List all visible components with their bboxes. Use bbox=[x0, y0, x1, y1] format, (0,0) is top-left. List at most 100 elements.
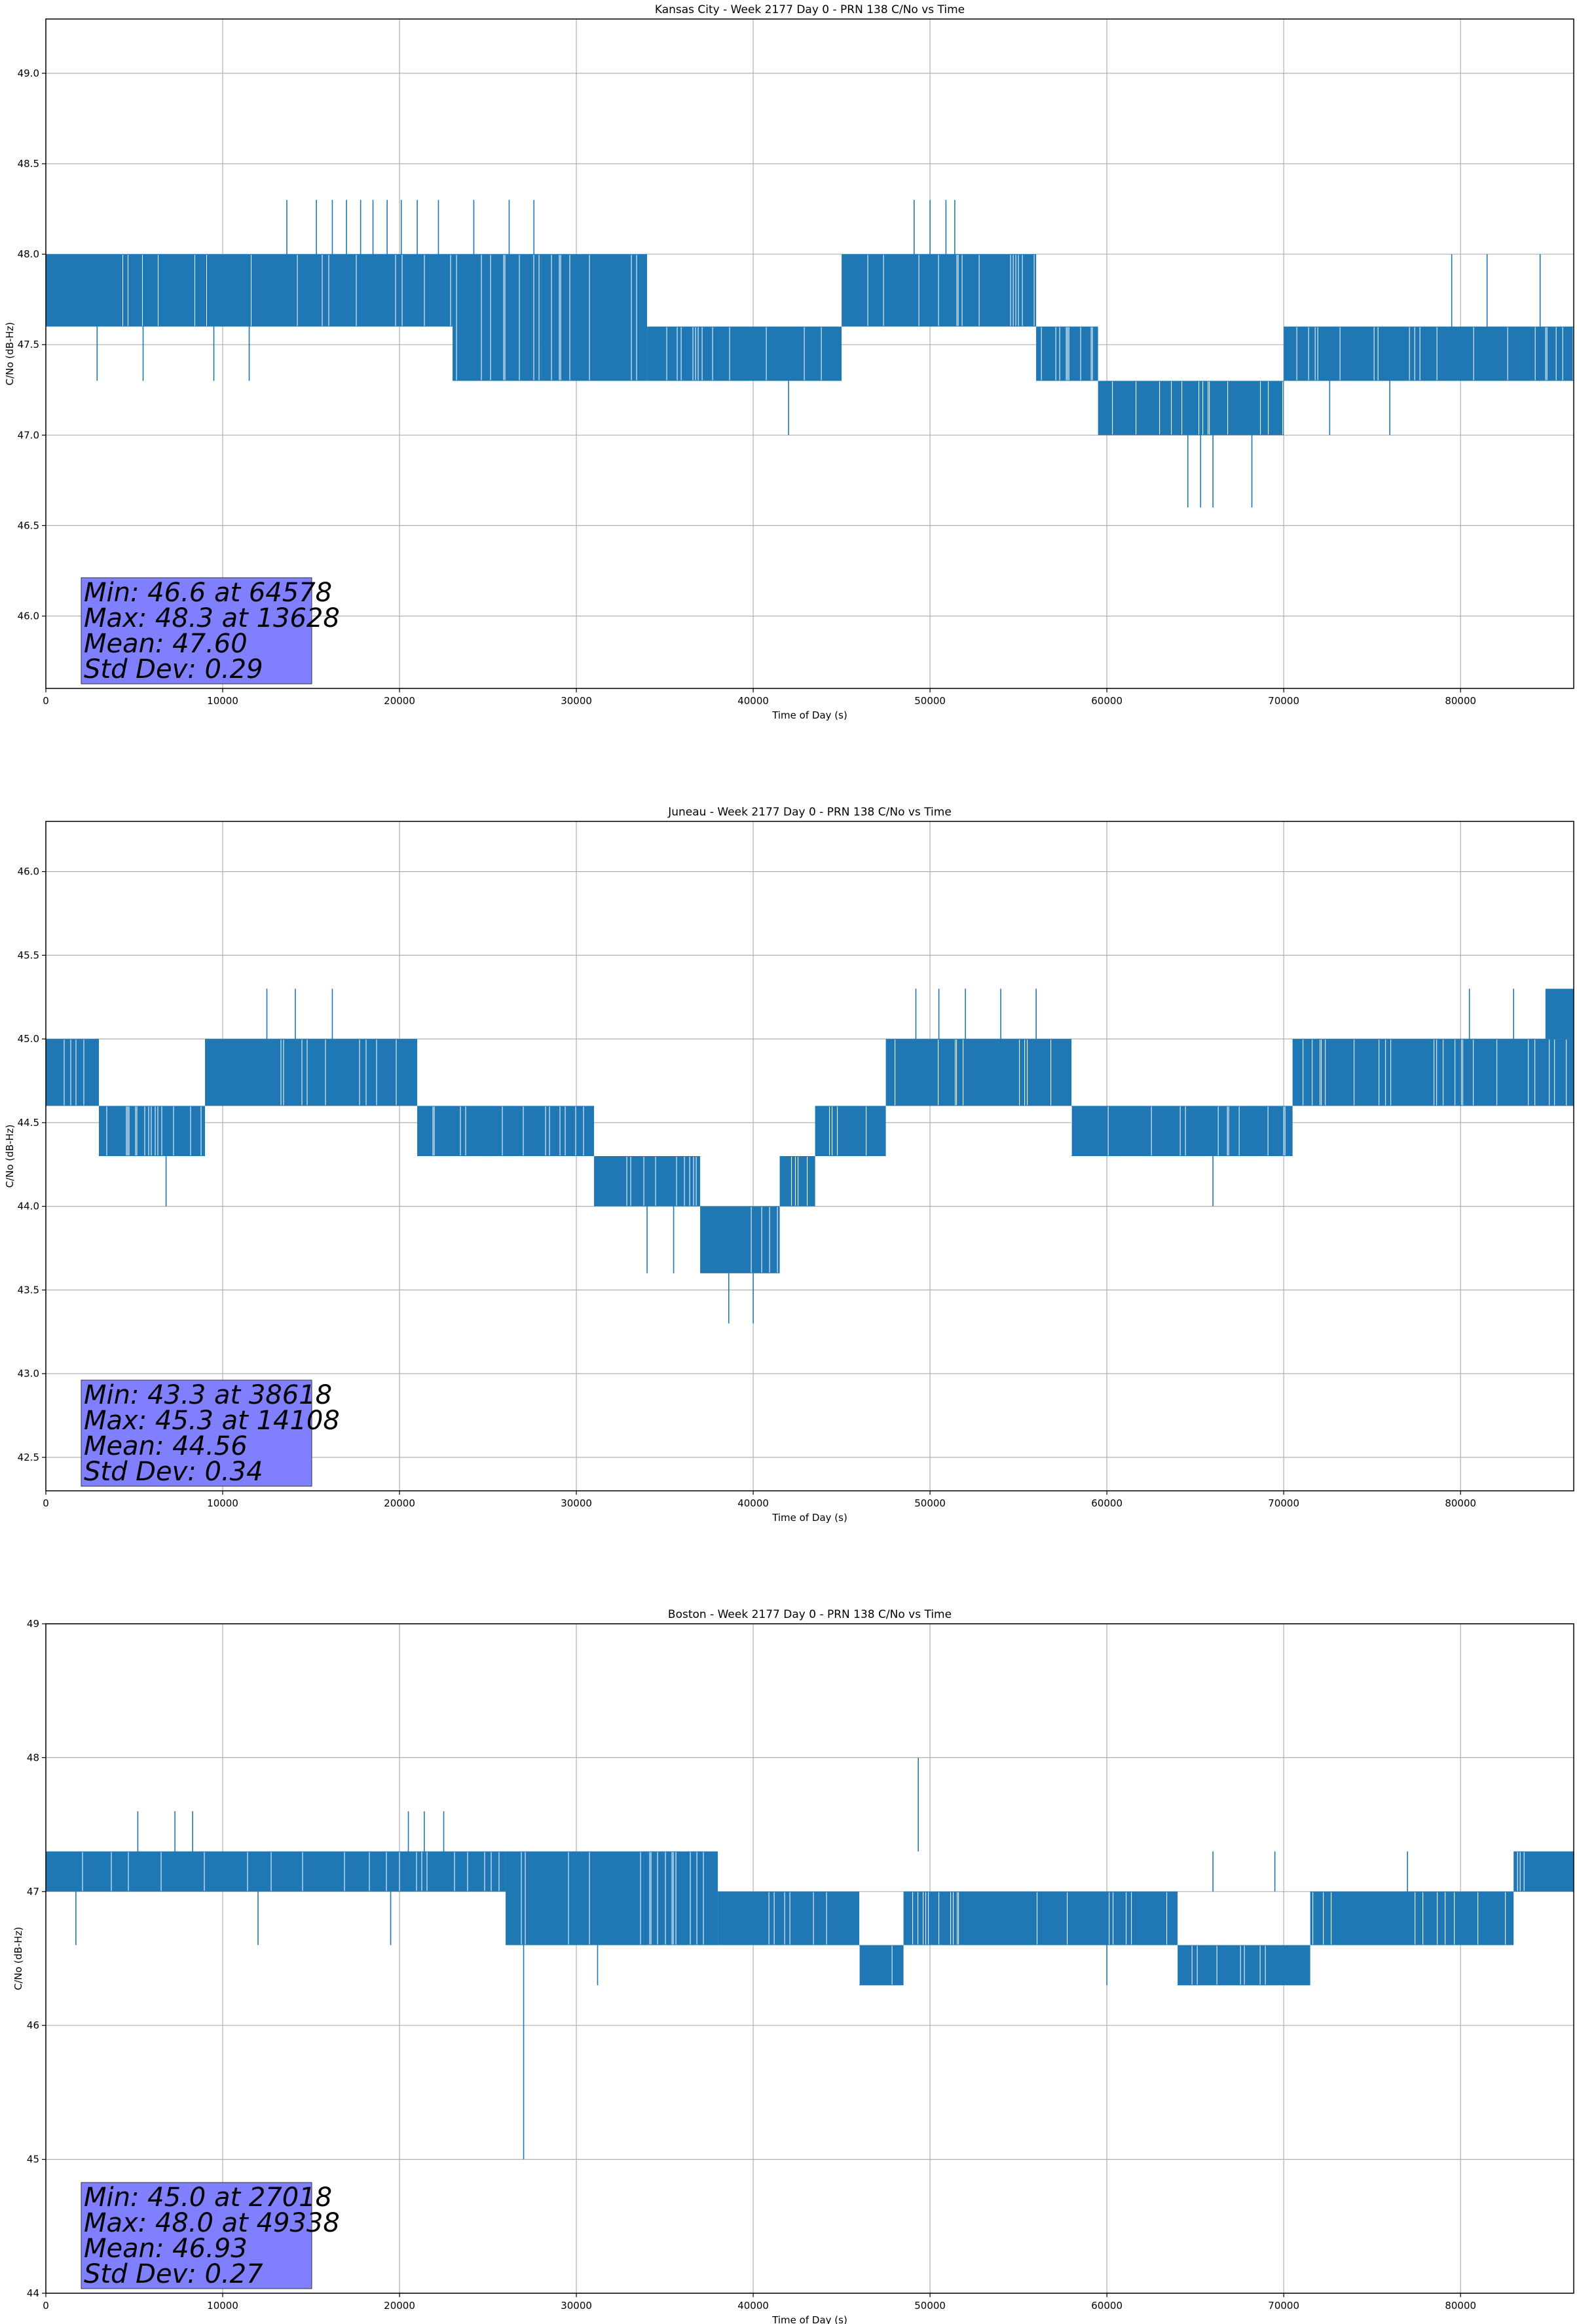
band-fill bbox=[1292, 1039, 1574, 1106]
band-fill bbox=[1284, 326, 1574, 381]
data-band bbox=[594, 1156, 701, 1207]
y-tick-label: 49.0 bbox=[18, 67, 39, 79]
stats-line: Std Dev: 0.27 bbox=[84, 2259, 263, 2289]
y-tick-label: 44.5 bbox=[18, 1117, 39, 1129]
band-fill bbox=[576, 1851, 718, 1945]
stats-line: Max: 48.0 at 49338 bbox=[84, 2208, 340, 2238]
chart-title: Kansas City - Week 2177 Day 0 - PRN 138 … bbox=[655, 3, 965, 16]
data-band bbox=[1036, 326, 1098, 381]
data-band bbox=[903, 1891, 1178, 1945]
data-band bbox=[293, 254, 453, 327]
x-tick-label: 80000 bbox=[1445, 2300, 1476, 2312]
band-fill bbox=[779, 1156, 815, 1207]
data-band bbox=[779, 1156, 815, 1207]
y-axis-label: C/No (dB-Hz) bbox=[12, 1927, 24, 1991]
band-fill bbox=[859, 1945, 904, 1985]
data-band bbox=[1284, 326, 1574, 381]
x-tick-label: 50000 bbox=[914, 1497, 946, 1509]
stats-line: Max: 45.3 at 14108 bbox=[84, 1406, 340, 1436]
y-tick-label: 48 bbox=[27, 1752, 39, 1763]
y-tick-label: 42.5 bbox=[18, 1452, 39, 1463]
axes-frame bbox=[45, 821, 1574, 1491]
data-band bbox=[815, 1106, 886, 1156]
data-band bbox=[46, 254, 90, 327]
stats-line: Min: 45.0 at 27018 bbox=[84, 2183, 332, 2213]
data-band bbox=[859, 1945, 904, 1985]
x-tick-label: 30000 bbox=[561, 2300, 592, 2312]
stats-box-background bbox=[81, 577, 312, 684]
band-fill bbox=[46, 1851, 506, 1892]
data-band bbox=[453, 254, 542, 381]
x-tick-label: 70000 bbox=[1268, 1497, 1299, 1509]
y-tick-label: 47 bbox=[27, 1886, 39, 1898]
y-tick-label: 44 bbox=[27, 2287, 39, 2299]
x-tick-label: 0 bbox=[43, 695, 49, 707]
data-band bbox=[99, 1106, 206, 1156]
data-band bbox=[205, 1039, 418, 1106]
data-band bbox=[647, 326, 842, 381]
band-fill bbox=[506, 1851, 577, 1945]
band-fill bbox=[700, 1206, 780, 1273]
y-tick-label: 47.5 bbox=[18, 339, 39, 350]
data-band bbox=[1545, 988, 1574, 1040]
band-fill bbox=[885, 1039, 1072, 1106]
y-tick-label: 47.0 bbox=[18, 429, 39, 441]
y-tick-label: 48.5 bbox=[18, 158, 39, 170]
x-tick-label: 10000 bbox=[207, 1497, 238, 1509]
band-fill bbox=[1513, 1851, 1574, 1892]
data-band bbox=[506, 1851, 577, 1945]
data-band bbox=[718, 1891, 860, 1945]
x-tick-label: 50000 bbox=[914, 2300, 946, 2312]
data-band bbox=[700, 1206, 780, 1273]
band-fill bbox=[205, 1039, 418, 1106]
chart-2: 0 10000 20000 30000 40000 50000 60000 70000 8000… bbox=[12, 1608, 1574, 2324]
y-tick-label: 45.5 bbox=[18, 949, 39, 961]
y-tick-label: 48.0 bbox=[18, 248, 39, 260]
stats-line: Std Dev: 0.29 bbox=[84, 654, 263, 684]
x-tick-label: 70000 bbox=[1268, 2300, 1299, 2312]
x-tick-label: 10000 bbox=[207, 2300, 238, 2312]
stats-line: Min: 43.3 at 38618 bbox=[84, 1380, 332, 1410]
chart-title: Juneau - Week 2177 Day 0 - PRN 138 C/No … bbox=[667, 806, 952, 819]
data-band bbox=[46, 1039, 100, 1106]
band-fill bbox=[594, 1156, 701, 1207]
band-fill bbox=[903, 1891, 1178, 1945]
data-band bbox=[885, 1039, 1072, 1106]
y-axis-label: C/No (dB-Hz) bbox=[4, 1125, 16, 1188]
chart-1: 0 10000 20000 30000 40000 50000 60000 70000 8000… bbox=[4, 806, 1574, 1524]
x-tick-label: 80000 bbox=[1445, 1497, 1476, 1509]
y-tick-label: 46.0 bbox=[18, 866, 39, 878]
band-fill bbox=[1036, 326, 1098, 381]
x-tick-label: 10000 bbox=[207, 695, 238, 707]
band-fill bbox=[815, 1106, 886, 1156]
band-fill bbox=[293, 254, 453, 327]
x-tick-label: 60000 bbox=[1091, 695, 1122, 707]
data-band bbox=[576, 1851, 718, 1945]
x-tick-label: 20000 bbox=[384, 2300, 415, 2312]
y-tick-label: 44.0 bbox=[18, 1201, 39, 1212]
data-band bbox=[417, 1106, 595, 1156]
x-axis-label: Time of Day (s) bbox=[771, 1512, 847, 1524]
band-fill bbox=[453, 254, 542, 381]
x-tick-label: 40000 bbox=[737, 695, 769, 707]
band-fill bbox=[1310, 1891, 1514, 1945]
data-band bbox=[1513, 1851, 1574, 1892]
x-tick-label: 20000 bbox=[384, 695, 415, 707]
data-band bbox=[90, 254, 294, 327]
data-band bbox=[842, 254, 1037, 327]
x-tick-label: 60000 bbox=[1091, 2300, 1122, 2312]
x-tick-label: 70000 bbox=[1268, 695, 1299, 707]
band-fill bbox=[1178, 1945, 1310, 1985]
chart-title: Boston - Week 2177 Day 0 - PRN 138 C/No … bbox=[668, 1608, 952, 1621]
x-tick-label: 40000 bbox=[737, 2300, 769, 2312]
band-fill bbox=[46, 1039, 100, 1106]
y-tick-label: 43.5 bbox=[18, 1284, 39, 1296]
y-tick-label: 46.5 bbox=[18, 519, 39, 531]
data-band bbox=[1178, 1945, 1310, 1985]
x-tick-label: 40000 bbox=[737, 1497, 769, 1509]
y-axis-label: C/No (dB-Hz) bbox=[4, 322, 16, 386]
